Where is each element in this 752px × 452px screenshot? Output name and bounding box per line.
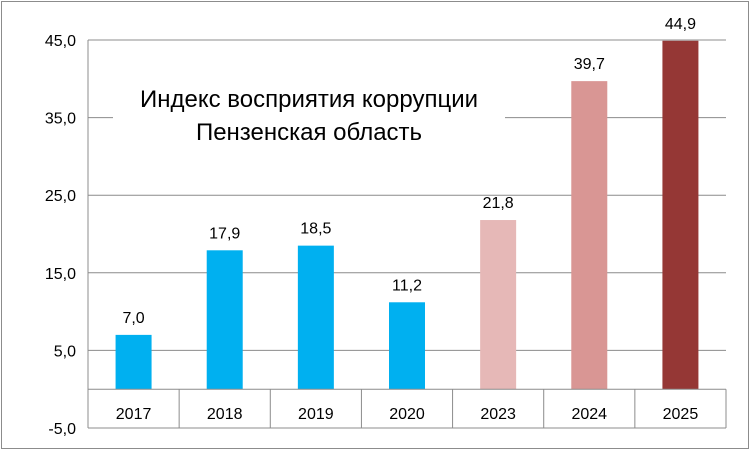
bar-2017 <box>115 334 152 390</box>
x-tick-label: 2025 <box>663 406 699 423</box>
x-axis: 2017 2018 2019 2020 2023 2024 2025 <box>87 388 727 428</box>
data-labels: 7,0 17,9 18,5 11,2 21,8 39,7 44,9 <box>122 16 696 327</box>
chart-title: Индекс восприятия коррупции Пензенская о… <box>113 76 505 152</box>
data-label-2018: 17,9 <box>209 225 240 242</box>
y-tick-label: 5,0 <box>54 343 76 360</box>
data-label-2020: 11,2 <box>392 277 422 294</box>
bar-2025 <box>662 40 699 390</box>
x-tick-label: 2019 <box>298 406 334 423</box>
x-tick-label: 2018 <box>207 406 243 423</box>
bar-2024 <box>571 81 608 390</box>
x-tick-label: 2020 <box>389 406 425 423</box>
bar-2018 <box>206 250 243 390</box>
data-label-2023: 21,8 <box>483 195 514 212</box>
y-axis: -5,0 5,0 15,0 25,0 35,0 45,0 <box>45 33 89 438</box>
bar-2023 <box>480 220 517 390</box>
y-tick-label: 45,0 <box>45 33 76 50</box>
data-label-2017: 7,0 <box>122 310 144 327</box>
chart-title-line-2: Пензенская область <box>196 119 422 146</box>
chart-title-line-1: Индекс восприятия коррупции <box>140 86 478 113</box>
bar-2020 <box>389 302 425 390</box>
data-label-2024: 39,7 <box>574 56 605 73</box>
y-tick-label: 35,0 <box>45 111 76 128</box>
bars <box>115 40 699 390</box>
y-tick-label: 15,0 <box>45 266 76 283</box>
x-tick-label: 2017 <box>116 406 152 423</box>
title-background <box>113 76 505 152</box>
x-tick-label: 2023 <box>480 406 516 423</box>
x-tick-label: 2024 <box>571 406 607 423</box>
y-tick-label: 25,0 <box>45 188 76 205</box>
bar-2019 <box>297 245 334 390</box>
data-label-2019: 18,5 <box>300 221 331 238</box>
y-tick-label: -5,0 <box>48 421 76 438</box>
data-label-2025: 44,9 <box>665 16 696 33</box>
